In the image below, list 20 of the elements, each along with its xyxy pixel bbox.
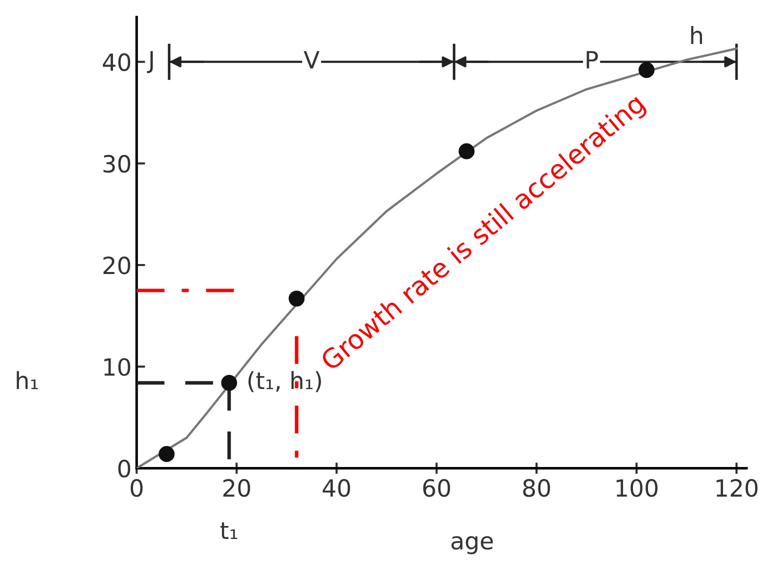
y-tick-label: 0: [118, 460, 130, 478]
x-tick-label: 40: [322, 479, 350, 497]
annotation: V: [304, 51, 320, 68]
x-tick-label: 0: [130, 479, 143, 497]
annotation: J: [146, 51, 153, 74]
y-tick-label: 40: [102, 53, 130, 72]
x-axis-title: age: [452, 536, 493, 554]
x-tick-label: 60: [423, 479, 450, 497]
x-tick-label: 80: [523, 479, 550, 497]
y-tick-label: 30: [104, 154, 130, 173]
x-tick-label: 20: [223, 479, 250, 497]
y-tick-label: 20: [103, 256, 130, 274]
text: h₁: [16, 371, 38, 390]
x-tick-label: 120: [716, 479, 758, 497]
annotation: t₁: [220, 522, 238, 540]
annotation: h: [691, 26, 702, 44]
y-tick-label: 10: [104, 358, 130, 376]
annotation: (t₁, h₁): [248, 371, 321, 392]
x-tick-label: 100: [616, 479, 658, 497]
annotation: P: [586, 51, 598, 68]
